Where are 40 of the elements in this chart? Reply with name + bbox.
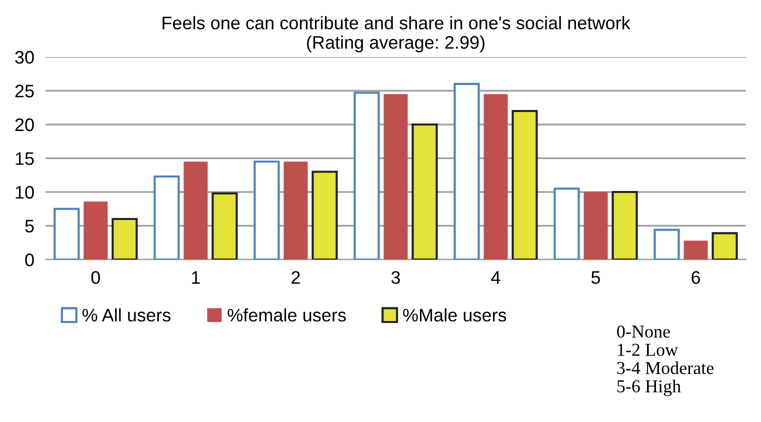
y-tick-label: 20 <box>15 118 34 132</box>
bar <box>684 240 708 260</box>
y-tick-label: 10 <box>16 186 34 199</box>
legend-label: %Male users <box>403 308 506 322</box>
bar <box>84 201 108 260</box>
bar <box>412 123 438 260</box>
bar <box>154 175 180 260</box>
x-tick-label: 4 <box>491 271 500 284</box>
bar <box>612 190 638 260</box>
bar <box>112 218 138 260</box>
x-tick-label: 6 <box>692 271 700 284</box>
x-tick-label: 2 <box>292 271 300 284</box>
bar <box>554 188 580 260</box>
bar <box>312 170 338 260</box>
text: 0-None 1-2 Low 3-4 Moderate 5-6 High <box>617 325 714 396</box>
y-tick-label: 15 <box>16 152 34 165</box>
bar <box>512 110 538 260</box>
bar <box>484 94 508 260</box>
bar <box>712 232 738 260</box>
bar <box>54 208 80 260</box>
x-tick-label: 1 <box>192 271 200 284</box>
x-tick-label: 0 <box>91 271 100 284</box>
bar <box>212 192 238 260</box>
bar <box>454 82 480 260</box>
legend-label: %female users <box>228 308 346 322</box>
legend-label: % All users <box>82 308 170 322</box>
y-tick-label: 0 <box>25 253 34 266</box>
x-tick-label: 3 <box>391 271 400 284</box>
bar <box>184 162 208 260</box>
y-tick-label: 5 <box>25 220 34 232</box>
bar <box>284 162 308 260</box>
y-tick-label: 25 <box>15 84 34 98</box>
x-tick-label: 5 <box>591 271 600 284</box>
bar <box>254 160 280 260</box>
bar <box>354 92 380 260</box>
bar <box>584 192 608 260</box>
y-tick-label: 30 <box>15 50 34 64</box>
bar <box>384 94 408 260</box>
chart-title: Feels one can contribute and share in one's social network (Rating average: 2.99) <box>162 16 630 52</box>
bar <box>654 228 680 260</box>
